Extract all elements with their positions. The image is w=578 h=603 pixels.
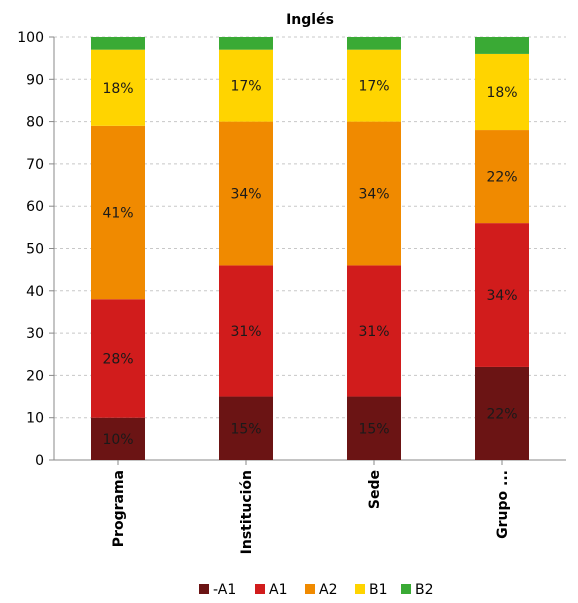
y-tick-label: 90 (26, 72, 44, 88)
y-tick-label: 40 (26, 284, 44, 300)
category-label: Sede (367, 470, 383, 509)
bar-segment (219, 37, 273, 50)
data-label: 28% (102, 351, 133, 367)
bar-segment (347, 396, 401, 460)
category-label: Grupo ... (495, 470, 511, 539)
category-label: Programa (111, 470, 127, 547)
bar-segment (91, 299, 145, 418)
legend-swatch (199, 584, 209, 594)
data-labels: 10% 28% 41% 18% 15% 31% 34% 17% 15% 31% 34% 17% 22% 3… (102, 79, 517, 448)
bars (91, 37, 529, 460)
legend: -A1 A1 A2 B1 B2 (199, 582, 434, 598)
bar-segment (219, 265, 273, 397)
y-tick-label: 20 (26, 368, 44, 384)
legend-label: A2 (319, 582, 337, 598)
legend-label: A1 (269, 582, 287, 598)
y-tick-label: 100 (17, 30, 44, 46)
legend-swatch (401, 584, 411, 594)
y-tick-label: 80 (26, 115, 44, 131)
data-label: 31% (358, 324, 389, 340)
bar-segment (347, 121, 401, 266)
data-label: 15% (358, 421, 389, 437)
data-label: 22% (486, 406, 517, 422)
bar-segment (91, 37, 145, 50)
data-label: 31% (230, 324, 261, 340)
data-label: 10% (102, 432, 133, 448)
bar-segment (475, 223, 529, 367)
bar-segment (475, 130, 529, 224)
legend-label: -A1 (213, 582, 236, 598)
legend-label: B1 (369, 582, 388, 598)
y-tick-label: 60 (26, 199, 44, 215)
legend-swatch (255, 584, 265, 594)
bar-segment (91, 125, 145, 300)
data-label: 15% (230, 421, 261, 437)
category-label: Institución (239, 470, 255, 554)
y-tick-label: 10 (26, 411, 44, 427)
bar-segment (219, 121, 273, 266)
legend-swatch (305, 584, 315, 594)
axes: 0 10 20 30 40 50 60 70 80 90 100 Programa Institució… (17, 30, 566, 554)
data-label: 18% (102, 81, 133, 97)
bar-segment (219, 49, 273, 122)
legend-swatch (355, 584, 365, 594)
bar-segment (91, 417, 145, 460)
bar-segment (347, 37, 401, 50)
bar-segment (475, 53, 529, 131)
bar-segment (475, 37, 529, 54)
legend-label: B2 (415, 582, 434, 598)
data-label: 18% (486, 85, 517, 101)
chart-title: Inglés (286, 12, 334, 28)
bar-segment (475, 366, 529, 460)
bar-segment (91, 49, 145, 126)
data-label: 34% (230, 187, 261, 203)
bar-segment (219, 396, 273, 460)
data-label: 22% (486, 170, 517, 186)
data-label: 17% (358, 79, 389, 95)
data-label: 34% (486, 288, 517, 304)
y-tick-label: 50 (26, 242, 44, 258)
y-tick-label: 30 (26, 326, 44, 342)
y-tick-label: 70 (26, 157, 44, 173)
data-label: 34% (358, 187, 389, 203)
y-tick-label: 0 (35, 453, 44, 469)
bar-segment (347, 49, 401, 122)
bar-segment (347, 265, 401, 397)
data-label: 17% (230, 79, 261, 95)
data-label: 41% (102, 206, 133, 222)
